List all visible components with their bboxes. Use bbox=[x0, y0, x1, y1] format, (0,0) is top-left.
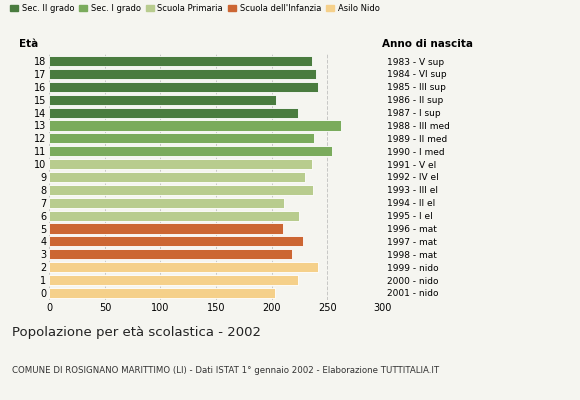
Bar bbox=[49, 172, 305, 182]
Text: COMUNE DI ROSIGNANO MARITTIMO (LI) - Dati ISTAT 1° gennaio 2002 - Elaborazione T: COMUNE DI ROSIGNANO MARITTIMO (LI) - Dat… bbox=[12, 366, 438, 375]
Bar bbox=[49, 224, 282, 234]
Bar bbox=[49, 69, 316, 79]
Bar bbox=[49, 56, 311, 66]
Bar bbox=[49, 133, 314, 143]
Bar bbox=[49, 211, 299, 221]
Bar bbox=[49, 108, 298, 118]
Bar bbox=[49, 288, 275, 298]
Bar bbox=[49, 120, 340, 130]
Legend: Sec. II grado, Sec. I grado, Scuola Primaria, Scuola dell'Infanzia, Asilo Nido: Sec. II grado, Sec. I grado, Scuola Prim… bbox=[10, 4, 380, 13]
Bar bbox=[49, 198, 284, 208]
Bar bbox=[49, 275, 298, 285]
Bar bbox=[49, 262, 318, 272]
Bar bbox=[49, 159, 311, 169]
Bar bbox=[49, 236, 303, 246]
Text: Anno di nascita: Anno di nascita bbox=[382, 39, 473, 49]
Bar bbox=[49, 185, 313, 195]
Bar bbox=[49, 82, 318, 92]
Bar bbox=[49, 146, 332, 156]
Bar bbox=[49, 249, 292, 259]
Text: Popolazione per età scolastica - 2002: Popolazione per età scolastica - 2002 bbox=[12, 326, 260, 339]
Bar bbox=[49, 95, 276, 105]
Text: Età: Età bbox=[19, 39, 38, 49]
